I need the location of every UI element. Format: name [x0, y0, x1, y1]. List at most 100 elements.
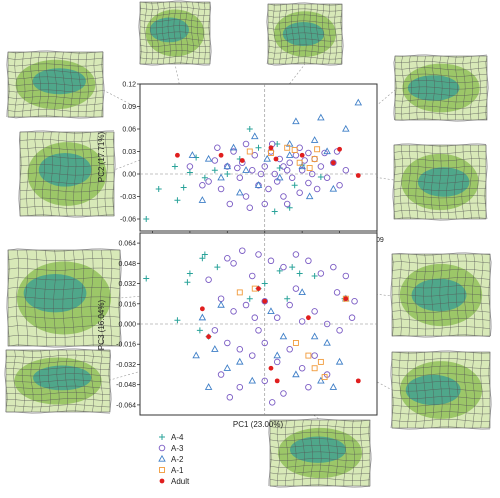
legend: A-4 A-3 A-2 A-1 Adult	[158, 433, 190, 486]
deformation-grids	[4, 0, 492, 488]
point-adult	[199, 306, 205, 312]
point-a-2	[204, 383, 213, 390]
point-a-1	[246, 148, 253, 155]
point-a-3	[330, 159, 337, 166]
point-a-3	[313, 185, 321, 193]
point-a-3	[255, 327, 262, 334]
point-a-2	[204, 154, 213, 162]
point-a-2	[236, 188, 244, 196]
grid-lines	[392, 143, 488, 221]
point-a-3	[242, 193, 250, 200]
point-a-4	[186, 169, 193, 176]
grid-lines	[266, 2, 344, 66]
point-a-3	[226, 394, 234, 401]
point-a-1	[268, 150, 274, 156]
point-a-3	[230, 260, 237, 267]
point-a-2	[310, 332, 319, 340]
point-a-2	[263, 154, 271, 162]
point-a-3	[351, 298, 358, 305]
point-a-3	[251, 314, 259, 321]
point-a-2	[223, 162, 232, 170]
point-a-3	[283, 200, 291, 208]
point-a-3	[280, 193, 287, 200]
point-a-1	[306, 165, 313, 171]
point-a-3	[298, 166, 306, 174]
point-a-3	[261, 163, 268, 170]
grid-border	[19, 131, 115, 217]
point-a-4	[271, 208, 278, 215]
point-a-3	[280, 163, 287, 170]
point-a-4	[199, 255, 206, 262]
point-a-1	[305, 352, 312, 359]
connector-line	[113, 159, 141, 171]
point-a-2	[292, 117, 300, 125]
deformation-grid-image	[18, 130, 116, 218]
point-a-2	[273, 351, 281, 359]
point-a-3	[239, 247, 246, 254]
point-a-1	[236, 289, 243, 296]
point-a-4	[174, 317, 181, 324]
point-adult	[218, 152, 224, 158]
grid-lines	[268, 418, 372, 488]
point-a-2	[188, 151, 197, 158]
y-tick-label: 0.09	[122, 104, 136, 111]
point-a-1	[321, 374, 328, 381]
point-a-2	[323, 147, 331, 155]
grid-border	[139, 1, 211, 65]
point-a-1	[284, 144, 291, 151]
y-axis-label-bottom: PC3 (16.04%)	[97, 300, 106, 351]
point-a-2	[323, 338, 331, 346]
grid-border	[267, 3, 343, 65]
point-a-4	[261, 280, 268, 287]
point-a-3	[249, 166, 256, 174]
y-tick-label: -0.03	[120, 194, 136, 201]
point-a-2	[267, 307, 275, 315]
point-adult	[299, 152, 305, 158]
grid-border	[391, 351, 491, 429]
grid-border	[7, 51, 104, 118]
point-a-2	[248, 376, 257, 384]
point-a-3	[224, 339, 231, 347]
y-tick-label: -0.016	[116, 342, 136, 349]
point-a-4	[171, 163, 178, 170]
point-a-3	[323, 174, 331, 181]
point-a-3	[257, 170, 265, 178]
point-a-3	[288, 174, 296, 181]
point-a-3	[230, 148, 237, 155]
deformation-grid-image	[4, 348, 112, 414]
point-adult	[330, 160, 336, 166]
y-tick-label: 0.032	[118, 281, 136, 288]
point-adult	[262, 298, 268, 304]
grid-border	[5, 349, 111, 413]
point-a-3	[236, 346, 244, 353]
point-a-3	[186, 163, 194, 170]
point-a-4	[211, 167, 218, 174]
legend-label: A-1	[171, 466, 184, 475]
deformation-grid-image	[6, 248, 122, 348]
grid-zone-teal	[407, 75, 460, 101]
point-a-3	[242, 140, 250, 148]
point-a-3	[305, 149, 312, 157]
point-a-2	[217, 173, 225, 181]
point-a-3	[211, 327, 219, 334]
point-adult	[268, 365, 274, 371]
point-a-4	[143, 216, 150, 222]
point-a-3	[323, 320, 331, 328]
point-a-4	[311, 272, 318, 279]
point-a-2	[217, 300, 225, 308]
point-a-2	[342, 124, 350, 132]
point-a-1	[342, 295, 349, 302]
point-a-4	[155, 186, 162, 192]
point-a-3	[317, 270, 325, 277]
deformation-grid-image	[392, 143, 488, 221]
y-tick-label: 0.016	[118, 301, 136, 308]
point-a-3	[199, 181, 206, 189]
point-a-2	[292, 370, 300, 378]
point-a-2	[229, 143, 238, 151]
point-adult	[355, 378, 361, 384]
point-a-2	[192, 351, 200, 359]
point-a-1	[291, 147, 298, 153]
y-tick-label: 0.048	[118, 261, 136, 268]
legend-label: A-3	[171, 444, 184, 453]
grid-lines	[6, 50, 105, 119]
